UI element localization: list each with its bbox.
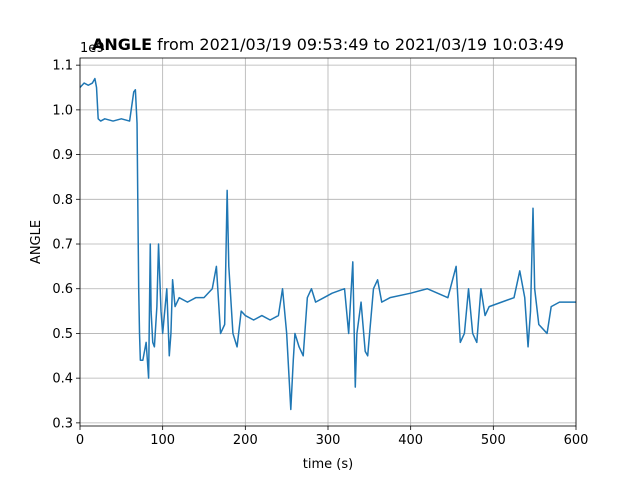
y-tick-label: 0.8 [52,193,73,208]
x-tick-label: 500 [481,433,506,448]
x-tick-label: 0 [76,433,84,448]
y-tick-label: 0.9 [52,148,73,163]
y-tick-label: 0.6 [52,282,73,297]
x-tick-label: 200 [233,433,258,448]
y-offset-label: 1e9 [80,41,105,56]
plot-frame [79,57,577,427]
y-tick-label: 1.1 [52,59,73,74]
chart-title: ANGLE from 2021/03/19 09:53:49 to 2021/0… [92,35,564,54]
x-tick-label: 600 [564,433,589,448]
y-tick-label: 0.5 [52,327,73,342]
title-emphasis: ANGLE [92,35,152,54]
x-tick-label: 300 [316,433,341,448]
y-axis-label: ANGLE [29,220,44,264]
x-tick-label: 100 [150,433,175,448]
y-tick-label: 0.4 [52,372,73,387]
y-tick-label: 0.7 [52,238,73,253]
x-axis-label: time (s) [303,457,353,472]
y-tick-label: 1.0 [52,103,73,118]
x-tick-label: 400 [398,433,423,448]
y-tick-label: 0.3 [52,416,73,431]
title-rest: from 2021/03/19 09:53:49 to 2021/03/19 1… [157,35,564,54]
line-series [79,77,576,411]
